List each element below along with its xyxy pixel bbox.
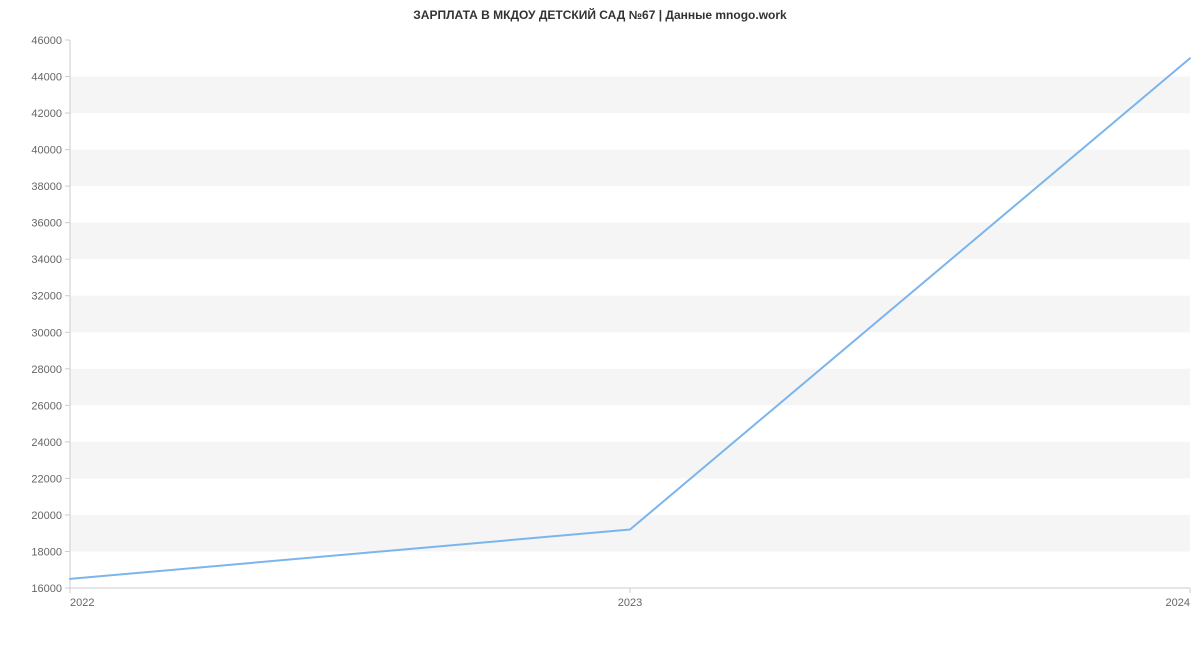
svg-text:34000: 34000 (31, 254, 62, 266)
svg-text:26000: 26000 (31, 400, 62, 412)
svg-text:30000: 30000 (31, 327, 62, 339)
svg-text:42000: 42000 (31, 108, 62, 120)
chart-title: ЗАРПЛАТА В МКДОУ ДЕТСКИЙ САД №67 | Данны… (0, 8, 1200, 22)
salary-line-chart: ЗАРПЛАТА В МКДОУ ДЕТСКИЙ САД №67 | Данны… (0, 0, 1200, 650)
svg-text:36000: 36000 (31, 218, 62, 230)
svg-text:2024: 2024 (1166, 597, 1190, 609)
svg-text:2022: 2022 (70, 597, 94, 609)
svg-text:32000: 32000 (31, 291, 62, 303)
svg-text:22000: 22000 (31, 473, 62, 485)
svg-text:24000: 24000 (31, 437, 62, 449)
svg-text:18000: 18000 (31, 546, 62, 558)
chart-svg: 16000 18000 20000 22000 24000 26000 28000 30000… (0, 0, 1200, 650)
svg-text:20000: 20000 (31, 510, 62, 522)
svg-text:40000: 40000 (31, 145, 62, 157)
svg-text:46000: 46000 (31, 35, 62, 47)
svg-text:2023: 2023 (618, 597, 642, 609)
svg-text:28000: 28000 (31, 364, 62, 376)
svg-text:44000: 44000 (31, 72, 62, 84)
svg-text:16000: 16000 (31, 583, 62, 595)
svg-text:38000: 38000 (31, 181, 62, 193)
